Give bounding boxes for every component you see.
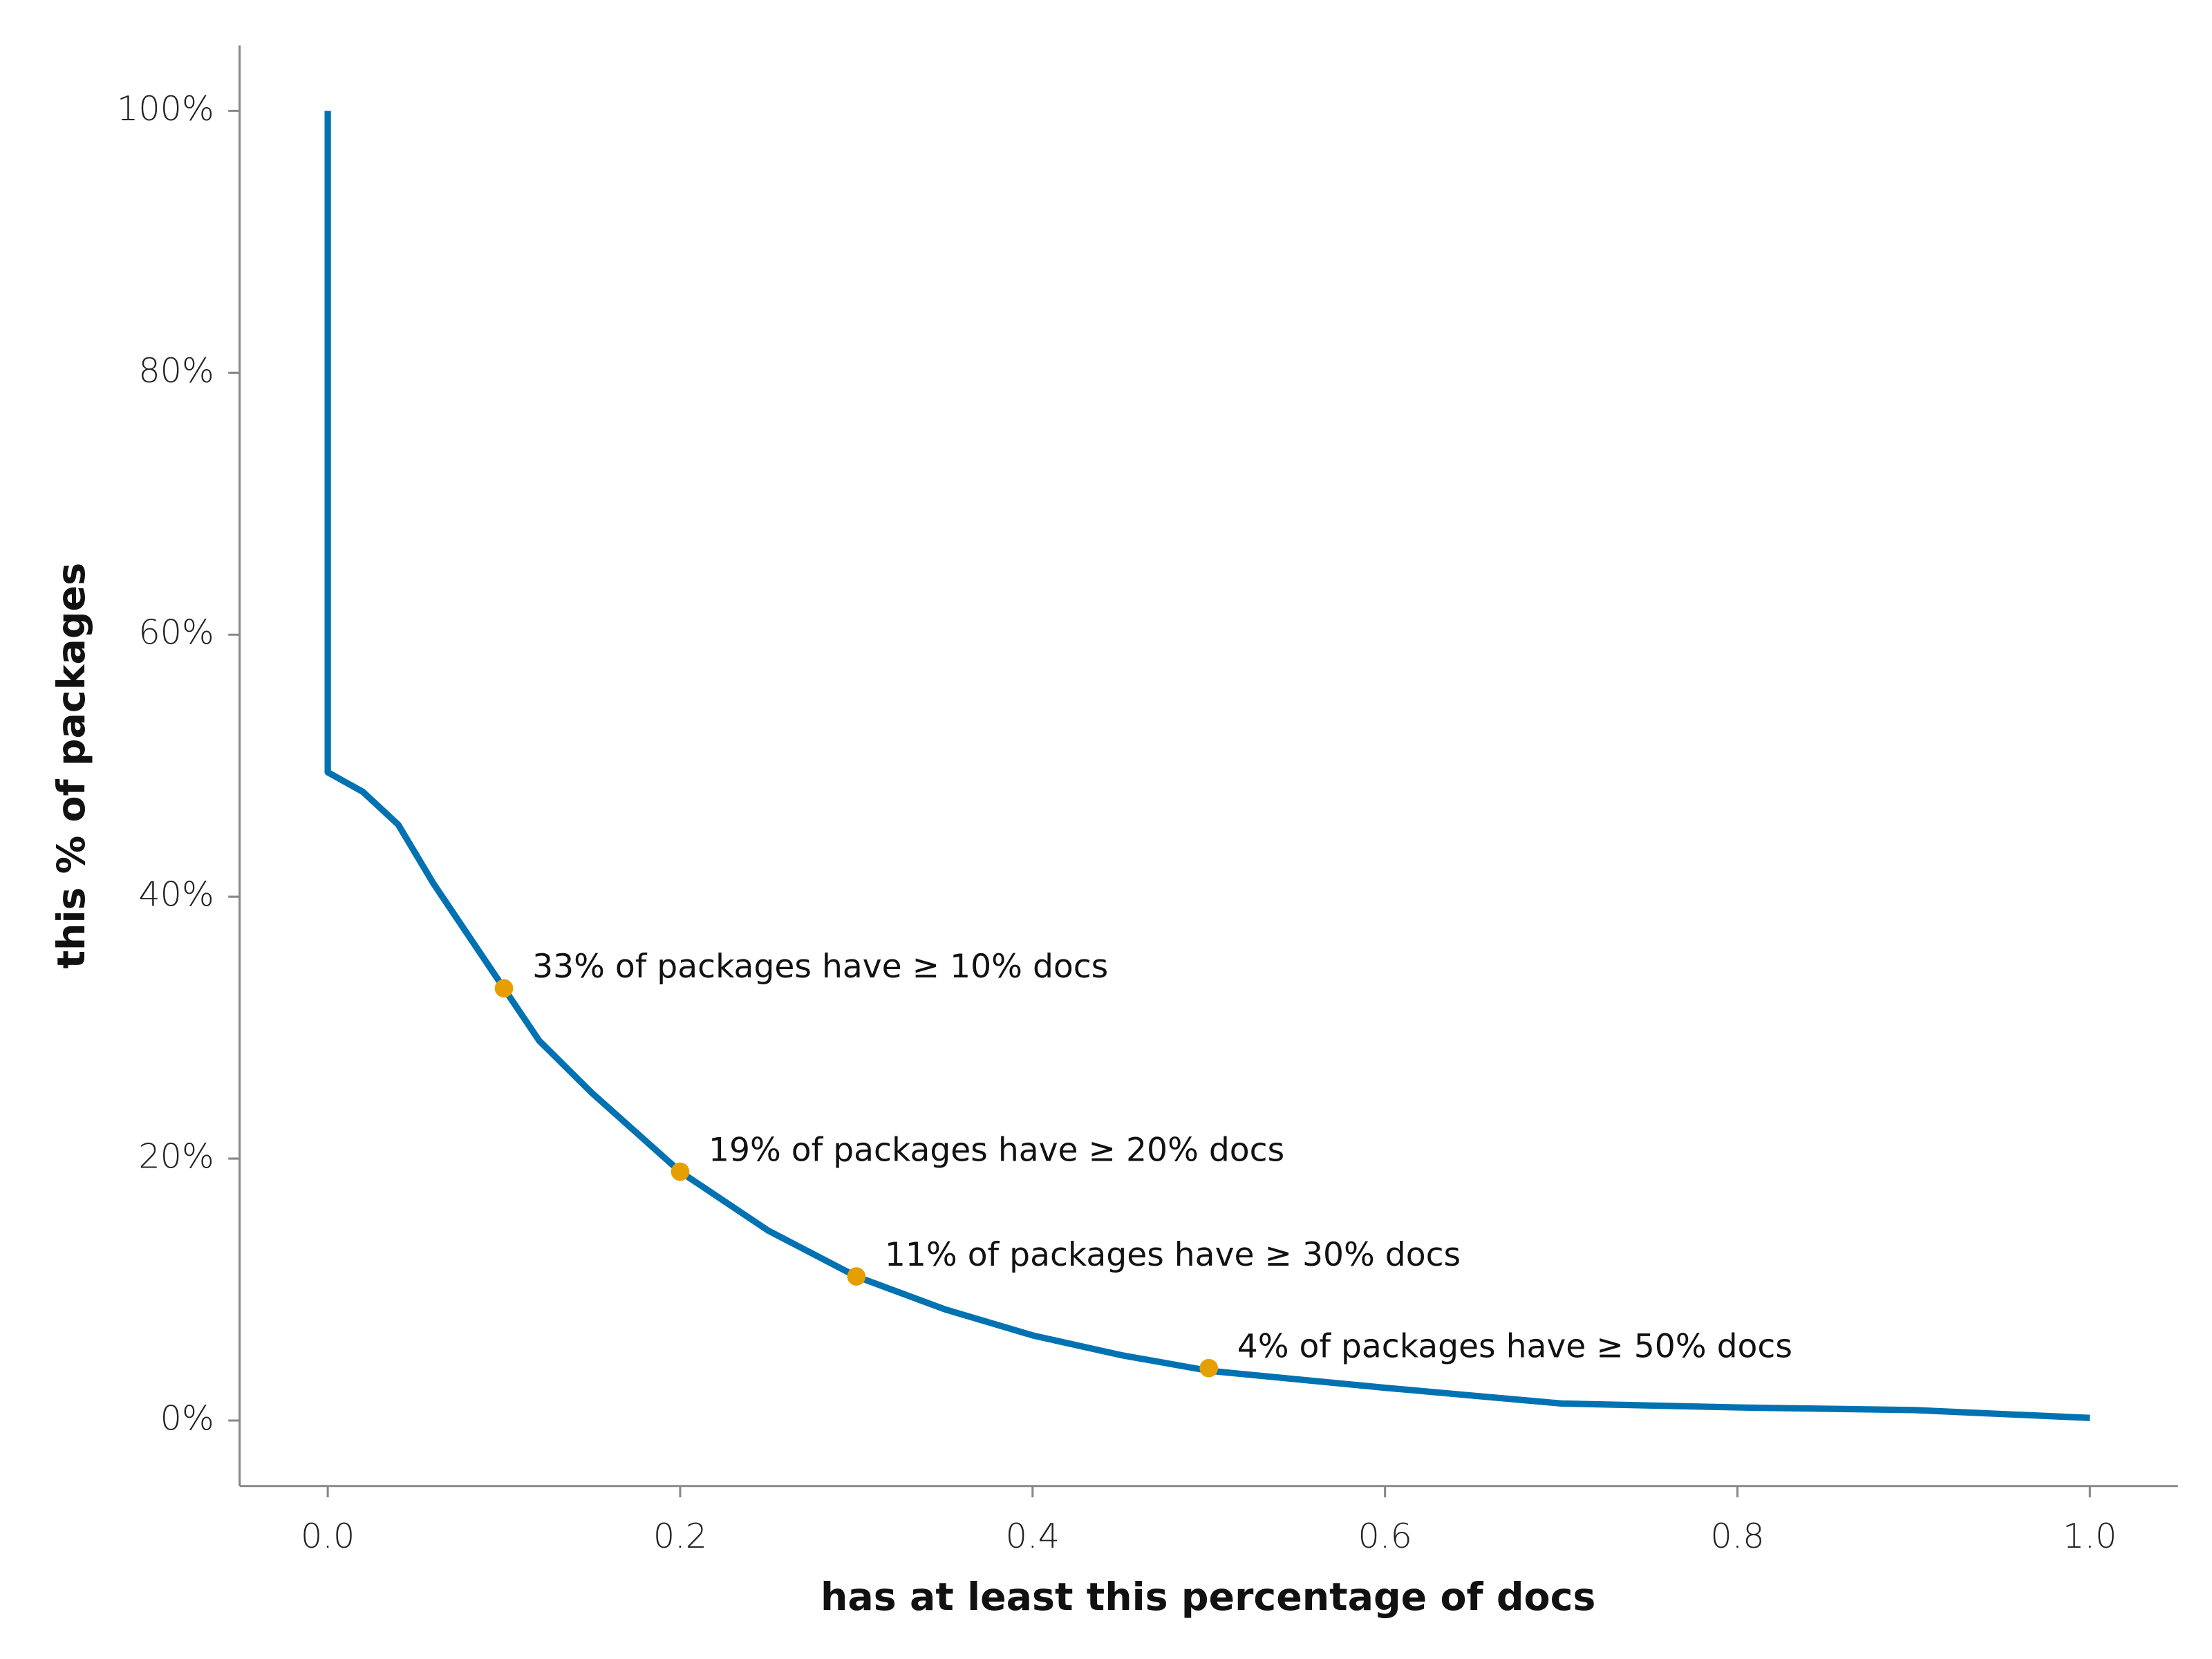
y-tick-label: 0% (160, 1398, 214, 1438)
y-tick-label: 80% (138, 350, 214, 391)
annotation: 33% of packages have ≥ 10% docs (532, 948, 1108, 986)
y-tick-label: 100% (117, 88, 214, 129)
x-tick-label: 0.8 (1710, 1516, 1764, 1556)
annotation: 19% of packages have ≥ 20% docs (709, 1131, 1284, 1169)
x-tick-label: 0.6 (1358, 1516, 1412, 1556)
marker (1199, 1358, 1219, 1378)
y-axis-title: this % of packages (50, 563, 94, 968)
marker (847, 1267, 866, 1286)
annotation: 4% of packages have ≥ 50% docs (1237, 1328, 1792, 1366)
x-tick-label: 0.4 (1006, 1516, 1060, 1556)
line (324, 111, 2090, 1421)
marker (671, 1162, 690, 1181)
y-tick-label: 20% (138, 1136, 214, 1177)
x-tick-label: 1.0 (2063, 1516, 2117, 1556)
x-tick-label: 0.0 (301, 1516, 355, 1556)
y-tick-label: 60% (138, 612, 214, 653)
annotation: 11% of packages have ≥ 30% docs (885, 1236, 1461, 1274)
y-tick-label: 40% (138, 874, 214, 915)
marker (494, 979, 514, 998)
x-axis-title: has at least this percentage of docs (821, 1575, 1595, 1620)
x-tick-label: 0.2 (653, 1516, 707, 1556)
